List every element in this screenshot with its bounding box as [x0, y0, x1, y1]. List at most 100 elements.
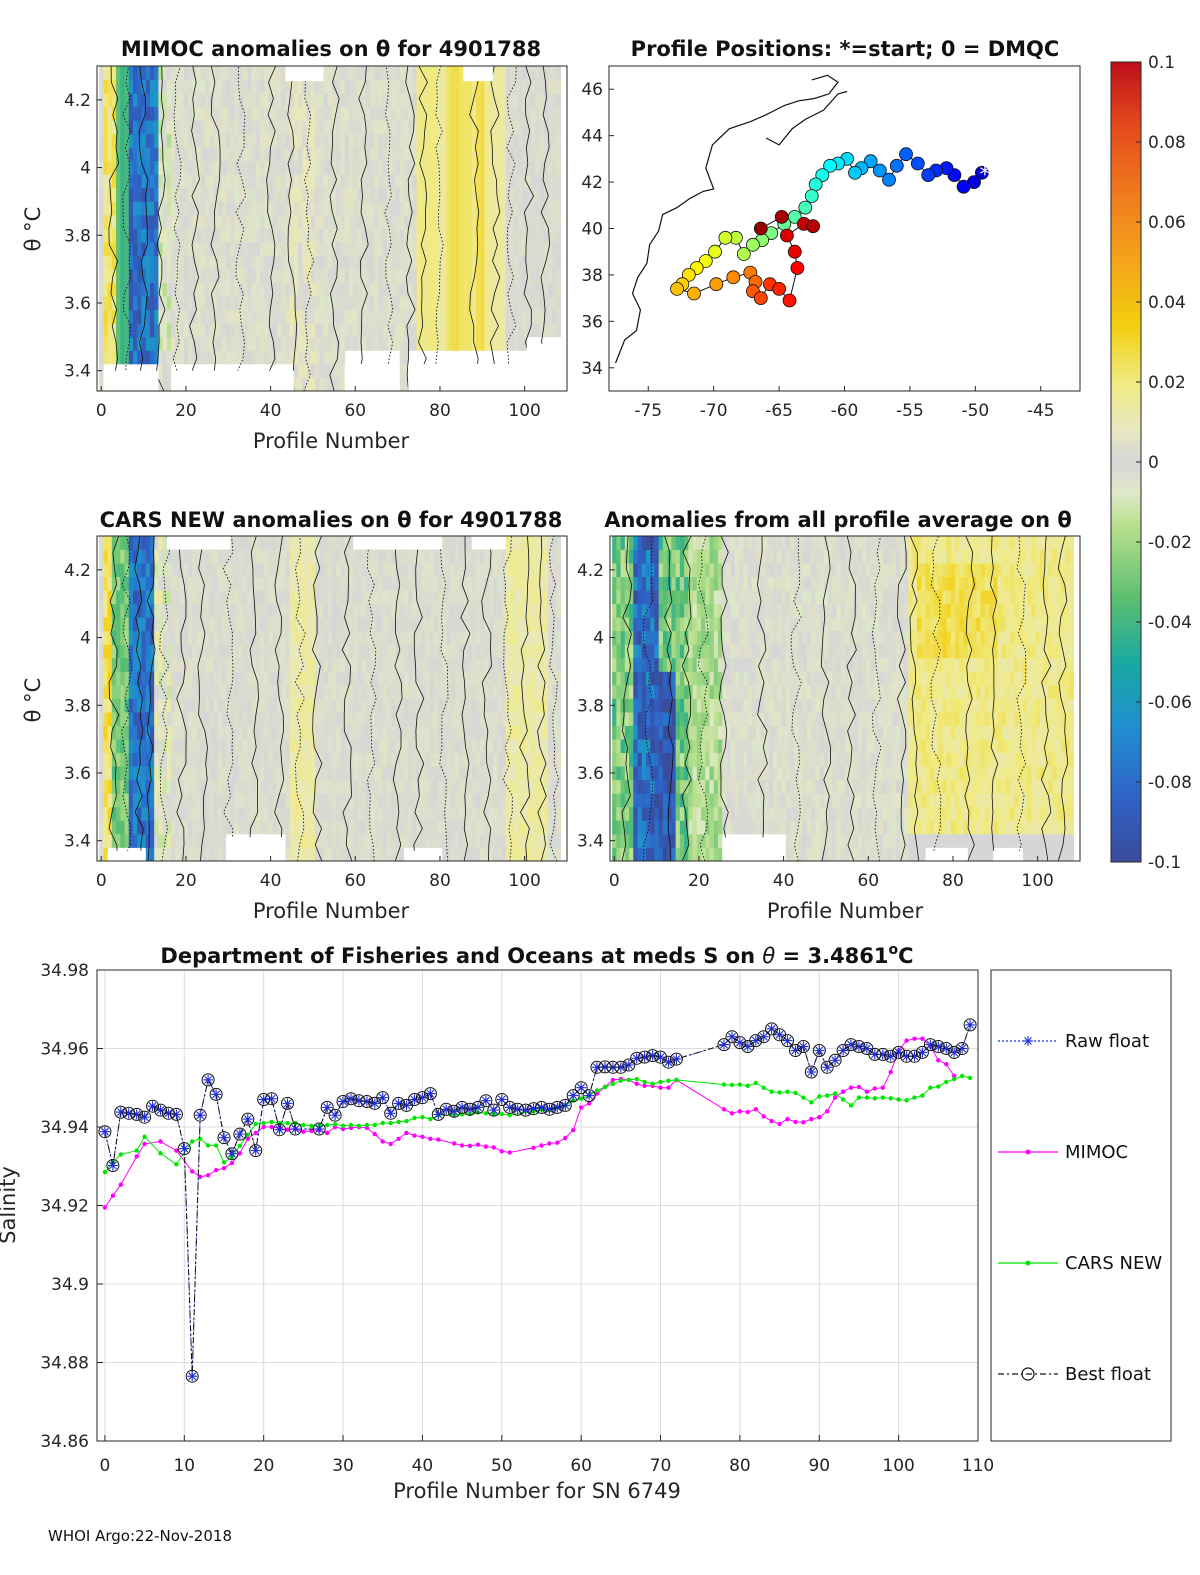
heatmap-cell [310, 174, 316, 189]
heatmap-cell [166, 847, 172, 862]
heatmap-cell [302, 282, 307, 297]
heatmap-cell [179, 187, 185, 202]
heatmap-cell [340, 350, 346, 365]
heatmap-cell [264, 269, 269, 284]
heatmap-cell [522, 833, 528, 848]
heatmap-cell [518, 214, 523, 229]
heatmap-cell [103, 133, 108, 148]
heatmap-cell [99, 671, 104, 686]
heatmap-cell [463, 147, 468, 162]
heatmap-cell [171, 684, 176, 699]
heatmap-cell [344, 536, 350, 550]
heatmap-cell [336, 106, 341, 121]
heatmap-cell [226, 255, 231, 270]
heatmap-cell [162, 549, 168, 564]
heatmap-cell [353, 833, 358, 848]
heatmap-cell [340, 323, 346, 338]
heatmap-cell [116, 590, 121, 605]
heatmap-cell [539, 644, 545, 659]
heatmap-cell [234, 93, 240, 108]
heatmap-cell [319, 255, 324, 270]
heatmap-cell [497, 120, 502, 135]
heatmap-cell [425, 228, 430, 243]
heatmap-cell [442, 630, 447, 645]
heatmap-cell [459, 657, 464, 672]
heatmap-cell [514, 833, 519, 848]
heatmap-cell [298, 684, 303, 699]
heatmap-cell [149, 617, 155, 632]
heatmap-cell [188, 603, 193, 618]
heatmap-cell [395, 630, 401, 645]
heatmap-cell [387, 336, 392, 351]
heatmap-cell [391, 779, 396, 794]
heatmap-cell [475, 228, 481, 243]
heatmap-cell [298, 563, 303, 578]
contour-line [329, 65, 340, 392]
heatmap-cell [480, 214, 485, 229]
heatmap-cell [408, 779, 413, 794]
heatmap-cell [217, 120, 223, 135]
heatmap-cell [281, 93, 286, 108]
heatmap-cell [289, 603, 295, 618]
heatmap-cell [361, 120, 367, 135]
heatmap-cell [124, 644, 130, 659]
heatmap-cell [442, 133, 447, 148]
heatmap-cell [459, 779, 464, 794]
heatmap-cell [120, 106, 125, 121]
heatmap-cell [471, 712, 477, 726]
heatmap-cell [310, 309, 316, 324]
heatmap-cell [120, 833, 125, 848]
heatmap-cell [124, 201, 130, 216]
heatmap-cell [293, 806, 299, 821]
heatmap-cell [319, 739, 324, 754]
heatmap-cell [107, 282, 113, 297]
heatmap-cell [454, 323, 460, 338]
heatmap-cell [226, 201, 231, 216]
heatmap-cell [213, 214, 219, 229]
heatmap-cell [403, 296, 409, 311]
heatmap-cell [459, 847, 464, 862]
heatmap-cell [230, 563, 236, 578]
heatmap-cell [374, 242, 379, 256]
heatmap-cell [251, 309, 257, 324]
heatmap-cell [425, 590, 430, 605]
heatmap-cell [183, 174, 189, 189]
heatmap-cell [192, 725, 197, 740]
heatmap-cell [289, 187, 295, 202]
heatmap-cell [310, 820, 316, 835]
heatmap-cell [552, 174, 557, 189]
heatmap-cell [234, 644, 240, 659]
heatmap-cell [348, 147, 354, 162]
heatmap-cell [217, 106, 223, 121]
heatmap-cell [260, 549, 265, 564]
heatmap-cell [399, 323, 405, 338]
heatmap-cell [200, 66, 206, 80]
heatmap-cell [522, 563, 528, 578]
heatmap-cell [446, 160, 451, 175]
profile-marker [804, 189, 819, 203]
heatmap-cell [175, 766, 180, 781]
heatmap-cell [395, 106, 401, 121]
heatmap-cell [209, 296, 214, 311]
heatmap-cell [158, 671, 164, 686]
heatmap-cell [209, 576, 214, 591]
heatmap-cell [323, 644, 329, 659]
heatmap-cell [361, 576, 367, 591]
heatmap-cell [374, 617, 379, 632]
heatmap-cell [255, 147, 261, 162]
heatmap-cell [251, 214, 257, 229]
heatmap-cell [175, 630, 180, 645]
profile-marker [718, 230, 733, 245]
heatmap-cell [158, 820, 164, 835]
heatmap-cell [162, 120, 168, 135]
heatmap-cell [497, 228, 502, 243]
heatmap-cell [103, 806, 108, 821]
heatmap-cell [522, 79, 528, 94]
heatmap-cell [188, 323, 193, 338]
heatmap-cell [391, 576, 396, 591]
heatmap-cell [412, 590, 418, 605]
heatmap-cell [429, 147, 435, 162]
heatmap-cell [103, 160, 108, 175]
heatmap-cell [501, 147, 506, 162]
heatmap-cell [107, 712, 113, 726]
